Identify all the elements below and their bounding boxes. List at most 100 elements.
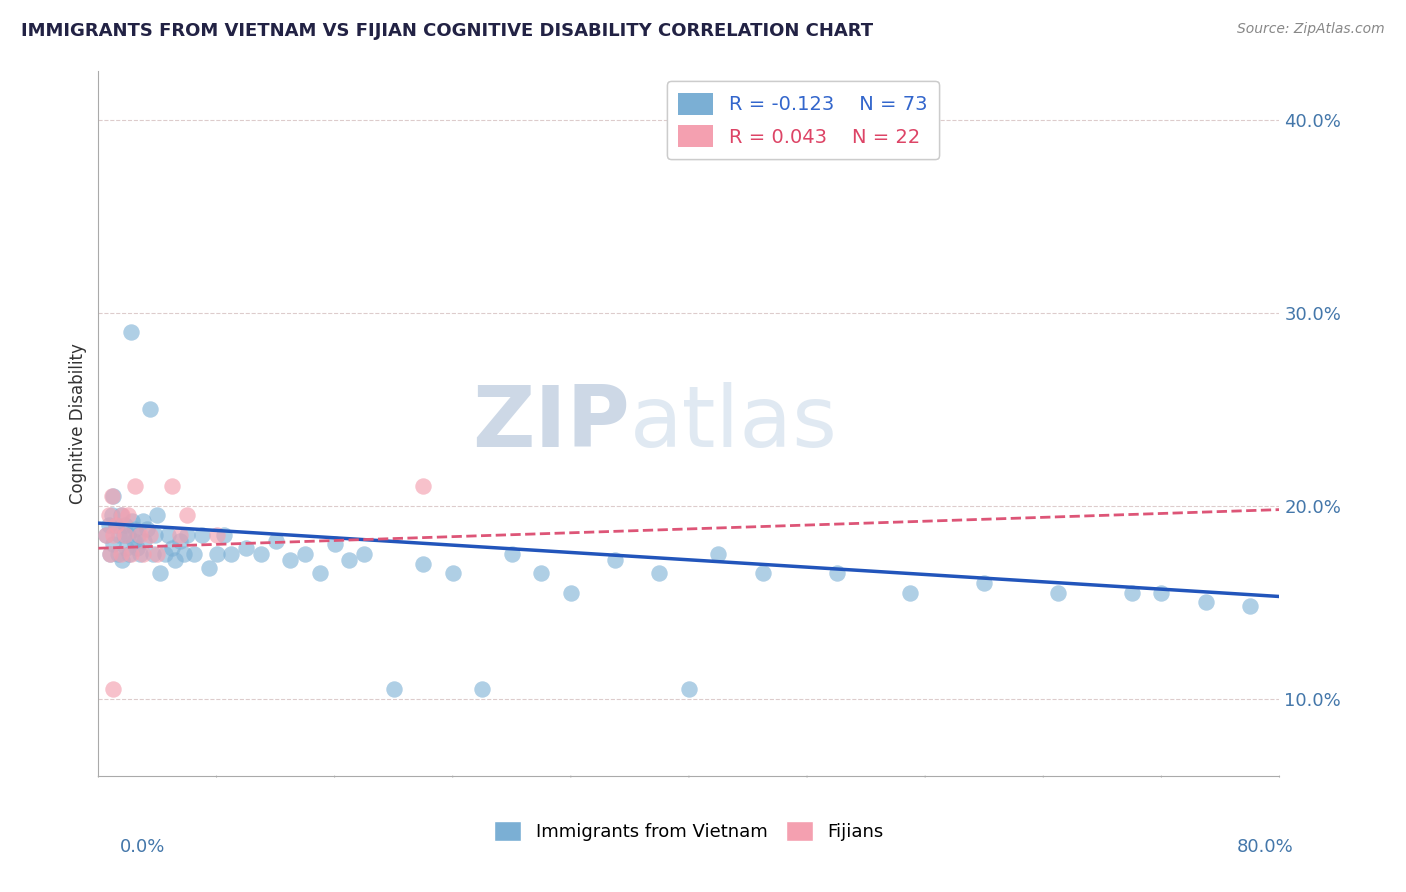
Point	[205, 527, 228, 541]
Point	[103, 537, 125, 551]
Point	[412, 479, 434, 493]
Point	[120, 547, 142, 561]
Point	[107, 547, 129, 561]
Point	[143, 527, 166, 541]
Point	[441, 566, 464, 581]
Point	[117, 527, 139, 541]
Point	[146, 508, 169, 523]
Point	[97, 508, 120, 523]
Point	[221, 547, 243, 561]
Point	[139, 527, 162, 541]
Point	[114, 527, 136, 541]
Point	[118, 547, 141, 561]
Point	[339, 553, 361, 567]
Point	[250, 547, 273, 561]
Point	[1195, 595, 1218, 609]
Point	[162, 479, 183, 493]
Point	[212, 527, 235, 541]
Text: IMMIGRANTS FROM VIETNAM VS FIJIAN COGNITIVE DISABILITY CORRELATION CHART: IMMIGRANTS FROM VIETNAM VS FIJIAN COGNIT…	[21, 22, 873, 40]
Point	[412, 557, 434, 571]
Point	[122, 533, 145, 548]
Point	[1150, 585, 1173, 599]
Point	[648, 566, 671, 581]
Point	[169, 527, 191, 541]
Point	[105, 518, 128, 533]
Point	[323, 537, 346, 551]
Point	[94, 527, 117, 541]
Point	[176, 508, 198, 523]
Point	[100, 489, 122, 503]
Legend: R = -0.123    N = 73, R = 0.043    N = 22: R = -0.123 N = 73, R = 0.043 N = 22	[666, 81, 939, 159]
Point	[110, 508, 132, 523]
Point	[128, 527, 150, 541]
Point	[124, 522, 146, 536]
Point	[280, 553, 302, 567]
Text: Source: ZipAtlas.com: Source: ZipAtlas.com	[1237, 22, 1385, 37]
Point	[97, 518, 120, 533]
Point	[707, 547, 730, 561]
Point	[183, 547, 205, 561]
Point	[115, 541, 138, 556]
Point	[108, 527, 131, 541]
Point	[605, 553, 627, 567]
Point	[173, 547, 195, 561]
Point	[471, 682, 494, 697]
Point	[900, 585, 922, 599]
Point	[501, 547, 523, 561]
Point	[149, 566, 172, 581]
Point	[111, 508, 134, 523]
Point	[94, 527, 117, 541]
Point	[309, 566, 332, 581]
Point	[294, 547, 316, 561]
Point	[132, 514, 155, 528]
Point	[139, 402, 162, 417]
Point	[103, 682, 125, 697]
Point	[353, 547, 375, 561]
Text: 80.0%: 80.0%	[1237, 838, 1294, 856]
Point	[1239, 599, 1261, 614]
Point	[156, 527, 179, 541]
Point	[103, 527, 125, 541]
Point	[117, 508, 139, 523]
Point	[127, 527, 149, 541]
Point	[1046, 585, 1070, 599]
Point	[264, 533, 287, 548]
Point	[752, 566, 775, 581]
Point	[162, 541, 183, 556]
Point	[98, 547, 121, 561]
Point	[176, 527, 198, 541]
Point	[382, 682, 405, 697]
Point	[146, 547, 169, 561]
Point	[100, 508, 122, 523]
Text: atlas: atlas	[630, 382, 838, 466]
Point	[124, 479, 146, 493]
Point	[132, 547, 155, 561]
Point	[114, 518, 136, 533]
Point	[678, 682, 700, 697]
Text: ZIP: ZIP	[472, 382, 630, 466]
Point	[136, 522, 159, 536]
Point	[205, 547, 228, 561]
Point	[235, 541, 257, 556]
Point	[153, 547, 176, 561]
Point	[1121, 585, 1143, 599]
Point	[134, 533, 156, 548]
Point	[98, 547, 121, 561]
Point	[560, 585, 582, 599]
Point	[121, 514, 143, 528]
Point	[112, 527, 135, 541]
Point	[198, 560, 221, 574]
Point	[191, 527, 214, 541]
Point	[125, 541, 148, 556]
Point	[825, 566, 848, 581]
Y-axis label: Cognitive Disability: Cognitive Disability	[69, 343, 87, 504]
Text: 0.0%: 0.0%	[120, 838, 165, 856]
Point	[111, 553, 134, 567]
Point	[103, 489, 125, 503]
Point	[142, 547, 165, 561]
Point	[128, 547, 150, 561]
Point	[120, 325, 142, 339]
Point	[169, 533, 191, 548]
Point	[105, 518, 128, 533]
Point	[110, 547, 132, 561]
